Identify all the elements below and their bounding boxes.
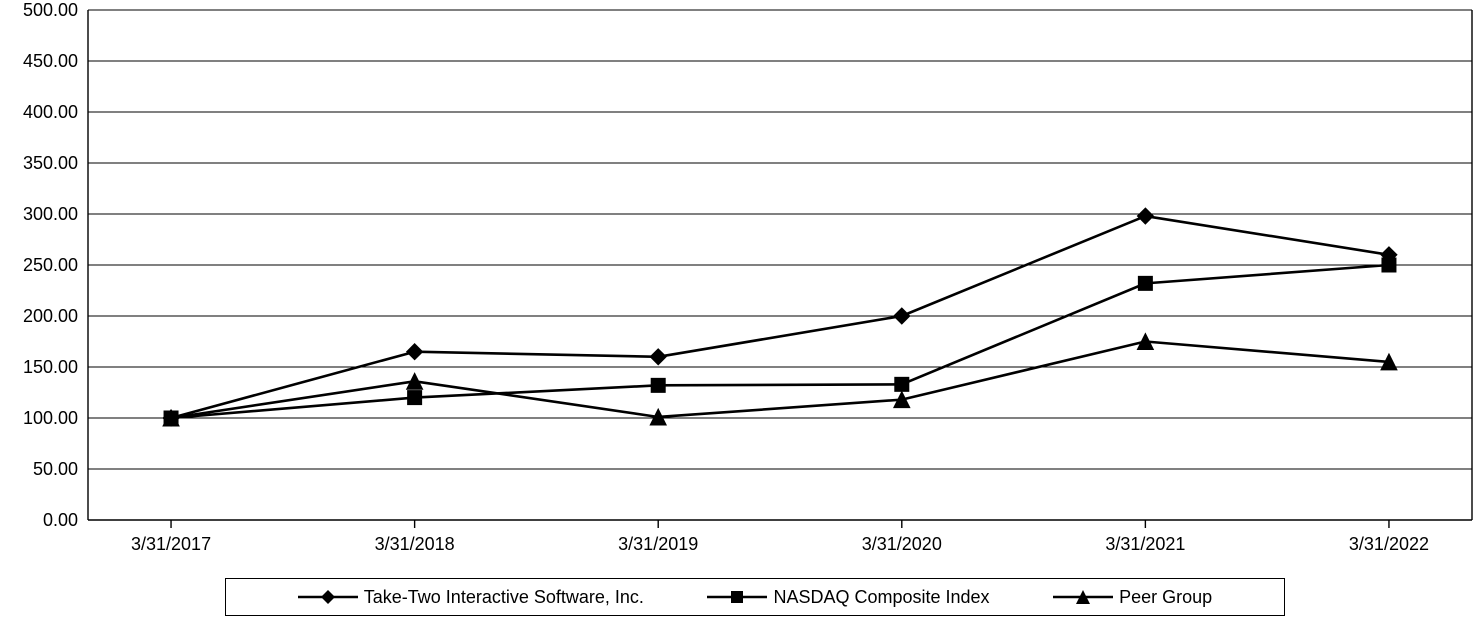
legend-item: Peer Group (1053, 587, 1212, 608)
legend-item: NASDAQ Composite Index (707, 587, 989, 608)
y-tick-label: 350.00 (23, 153, 78, 173)
y-tick-label: 200.00 (23, 306, 78, 326)
line-chart: 0.00 50.00 100.00 150.00 200.00 250.00 300.00 3… (0, 0, 1483, 626)
y-tick-label: 150.00 (23, 357, 78, 377)
x-tick-label: 3/31/2020 (862, 534, 942, 554)
chart-container: 0.00 50.00 100.00 150.00 200.00 250.00 300.00 3… (0, 0, 1483, 626)
y-tick-label: 0.00 (43, 510, 78, 530)
triangle-icon (1053, 588, 1113, 606)
chart-legend: Take-Two Interactive Software, Inc. NASDA… (225, 578, 1285, 616)
x-tick-label: 3/31/2022 (1349, 534, 1429, 554)
y-tick-label: 250.00 (23, 255, 78, 275)
diamond-icon (298, 588, 358, 606)
legend-label: NASDAQ Composite Index (773, 587, 989, 608)
legend-label: Take-Two Interactive Software, Inc. (364, 587, 644, 608)
x-tick-label: 3/31/2018 (375, 534, 455, 554)
x-tick-label: 3/31/2019 (618, 534, 698, 554)
y-tick-label: 100.00 (23, 408, 78, 428)
x-tick-label: 3/31/2021 (1105, 534, 1185, 554)
x-tick-label: 3/31/2017 (131, 534, 211, 554)
y-tick-label: 500.00 (23, 0, 78, 20)
square-icon (707, 588, 767, 606)
y-tick-label: 450.00 (23, 51, 78, 71)
legend-item: Take-Two Interactive Software, Inc. (298, 587, 644, 608)
y-tick-label: 300.00 (23, 204, 78, 224)
y-tick-label: 50.00 (33, 459, 78, 479)
legend-label: Peer Group (1119, 587, 1212, 608)
y-tick-label: 400.00 (23, 102, 78, 122)
